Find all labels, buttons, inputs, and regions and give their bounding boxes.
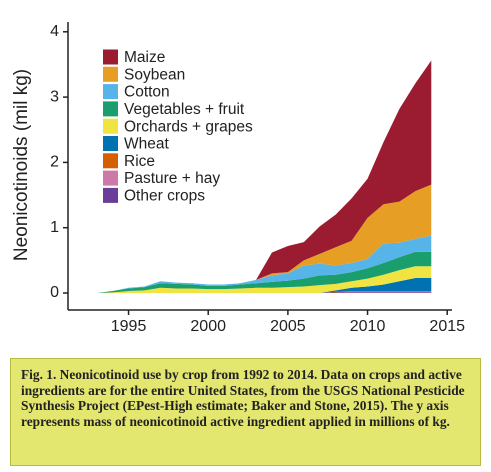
area: [80, 251, 432, 294]
legend-swatch: [103, 136, 118, 151]
area: [80, 184, 432, 294]
x-tick-label: 2015: [429, 318, 465, 335]
y-tick-label: 4: [50, 23, 59, 40]
x-tick-label: 1995: [111, 318, 147, 335]
area: [80, 235, 432, 294]
legend-swatch: [103, 49, 118, 65]
legend-label: Vegetables + fruit: [124, 101, 245, 118]
area: [80, 60, 432, 294]
legend-swatch: [103, 84, 118, 100]
legend-label: Maize: [124, 49, 165, 66]
legend-label: Wheat: [124, 136, 169, 153]
legend-swatch: [103, 118, 118, 134]
x-tick-label: 2005: [270, 318, 306, 335]
y-tick-label: 2: [50, 154, 59, 171]
y-tick-label: 0: [50, 284, 59, 301]
legend-swatch: [103, 153, 118, 169]
legend-label: Orchards + grapes: [124, 118, 253, 135]
x-tick-label: 2000: [190, 318, 226, 335]
legend-swatch: [103, 170, 118, 186]
y-tick-label: 1: [50, 219, 59, 236]
legend-label: Cotton: [124, 84, 170, 101]
legend-label: Rice: [124, 153, 155, 170]
y-axis-title: Neonicotinoids (mil kg): [11, 69, 32, 261]
area: [80, 292, 432, 294]
area: [80, 291, 432, 294]
legend-swatch: [103, 101, 118, 117]
legend-label: Pasture + hay: [124, 170, 220, 187]
legend-label: Soybean: [124, 66, 185, 83]
legend-swatch: [103, 66, 118, 82]
chart: Neonicotinoids (mil kg) 0 1 2 3 4 1995 2000 200…: [11, 22, 465, 335]
y-tick-label: 3: [50, 88, 59, 105]
legend-label: Other crops: [124, 187, 205, 204]
area: [80, 266, 432, 294]
area: [80, 278, 432, 294]
x-tick-label: 2010: [350, 318, 386, 335]
caption: Fig. 1. Neonicotinoid use by crop from 1…: [10, 358, 481, 466]
area: [80, 291, 432, 294]
legend-swatch: [103, 187, 118, 203]
